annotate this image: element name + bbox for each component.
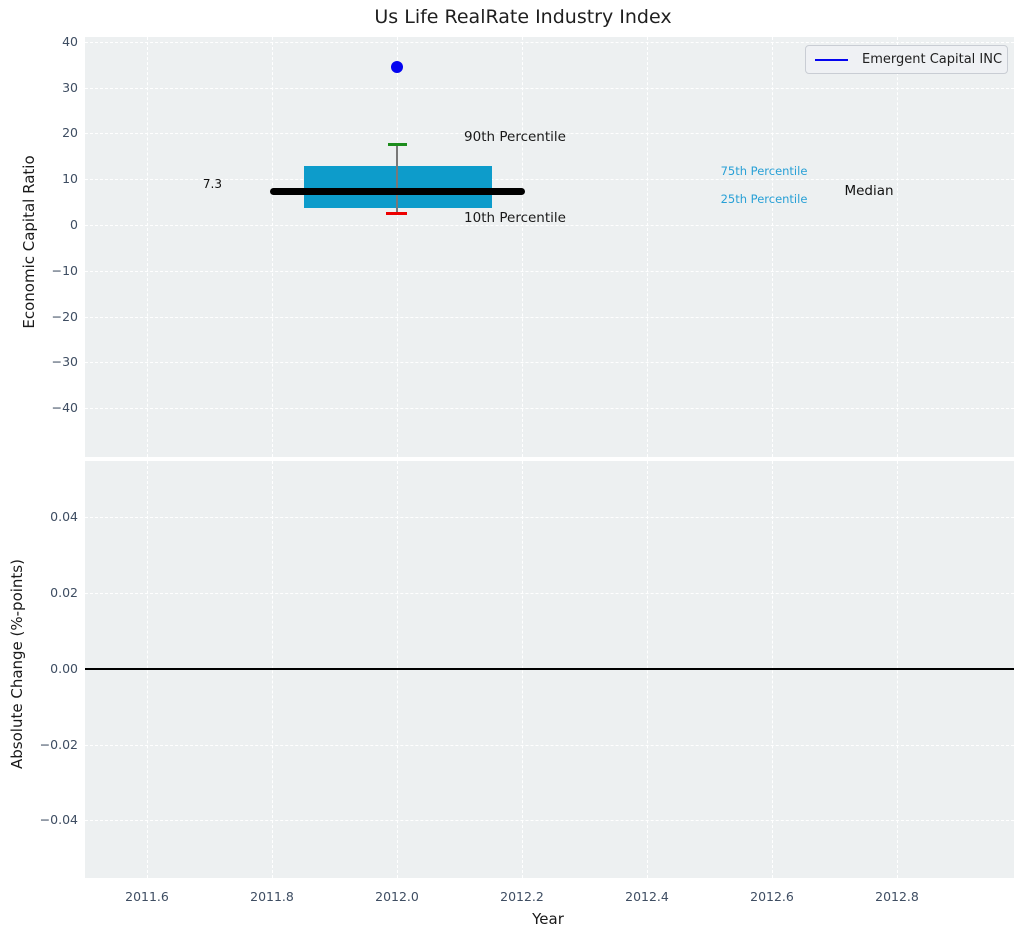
- x-tick-label: 2012.6: [750, 889, 794, 904]
- x-tick-label: 2012.4: [625, 889, 669, 904]
- p75-annotation: 75th Percentile: [720, 164, 808, 178]
- whisker-line: [396, 144, 398, 214]
- iqr-box: [304, 166, 492, 208]
- gridline: [85, 271, 1014, 272]
- y-axis-label-bottom: Absolute Change (%-points): [8, 559, 26, 769]
- bottom-axes: [85, 461, 1014, 878]
- gridline: [85, 179, 1014, 180]
- y-tick-label-bottom: −0.02: [39, 737, 78, 752]
- gridline: [897, 37, 898, 457]
- y-tick-label-top: −10: [51, 263, 78, 278]
- y-tick-label-top: −20: [51, 309, 78, 324]
- gridline: [85, 317, 1014, 318]
- gridline: [147, 37, 148, 457]
- x-tick-label: 2012.0: [375, 889, 419, 904]
- gridline: [522, 37, 523, 457]
- x-tick-label: 2011.6: [125, 889, 169, 904]
- scatter-point: [391, 61, 403, 73]
- p25-annotation: 25th Percentile: [720, 192, 808, 206]
- median-line: [270, 188, 525, 195]
- y-tick-label-top: 30: [62, 80, 78, 95]
- zero-line: [85, 668, 1014, 670]
- gridline: [85, 133, 1014, 134]
- gridline: [397, 37, 398, 457]
- gridline: [272, 37, 273, 457]
- y-tick-label-bottom: 0.04: [50, 509, 78, 524]
- x-tick-label: 2012.8: [875, 889, 919, 904]
- gridline: [772, 37, 773, 457]
- x-tick-label: 2011.8: [250, 889, 294, 904]
- gridline: [85, 820, 1014, 821]
- p90-annotation: 90th Percentile: [464, 129, 566, 145]
- gridline: [85, 517, 1014, 518]
- gridline: [85, 225, 1014, 226]
- gridline: [85, 593, 1014, 594]
- gridline: [85, 42, 1014, 43]
- chart-title: Us Life RealRate Industry Index: [374, 6, 672, 28]
- y-tick-label-top: 0: [70, 217, 78, 232]
- y-tick-label-bottom: 0.02: [50, 585, 78, 600]
- gridline: [85, 745, 1014, 746]
- legend: Emergent Capital INC: [805, 45, 1008, 74]
- p10-cap: [386, 212, 407, 215]
- y-tick-label-bottom: 0.00: [50, 661, 78, 676]
- y-tick-label-top: −40: [51, 400, 78, 415]
- y-tick-label-top: 10: [62, 171, 78, 186]
- gridline: [85, 362, 1014, 363]
- y-tick-label-top: −30: [51, 354, 78, 369]
- legend-line-swatch: [815, 58, 848, 61]
- x-axis-label: Year: [532, 910, 564, 928]
- gridline: [647, 37, 648, 457]
- legend-label: Emergent Capital INC: [862, 52, 1003, 67]
- x-tick-label: 2012.2: [500, 889, 544, 904]
- y-tick-label-top: 20: [62, 125, 78, 140]
- p90-cap: [388, 143, 407, 146]
- gridline: [85, 408, 1014, 409]
- y-tick-label-top: 40: [62, 34, 78, 49]
- y-tick-label-bottom: −0.04: [39, 812, 78, 827]
- p10-annotation: 10th Percentile: [464, 210, 566, 226]
- gridline: [85, 88, 1014, 89]
- median-value-annotation: 7.3: [202, 177, 222, 191]
- top-axes: 7.3 90th Percentile 10th Percentile 75th…: [85, 37, 1014, 457]
- median-annotation: Median: [844, 183, 894, 199]
